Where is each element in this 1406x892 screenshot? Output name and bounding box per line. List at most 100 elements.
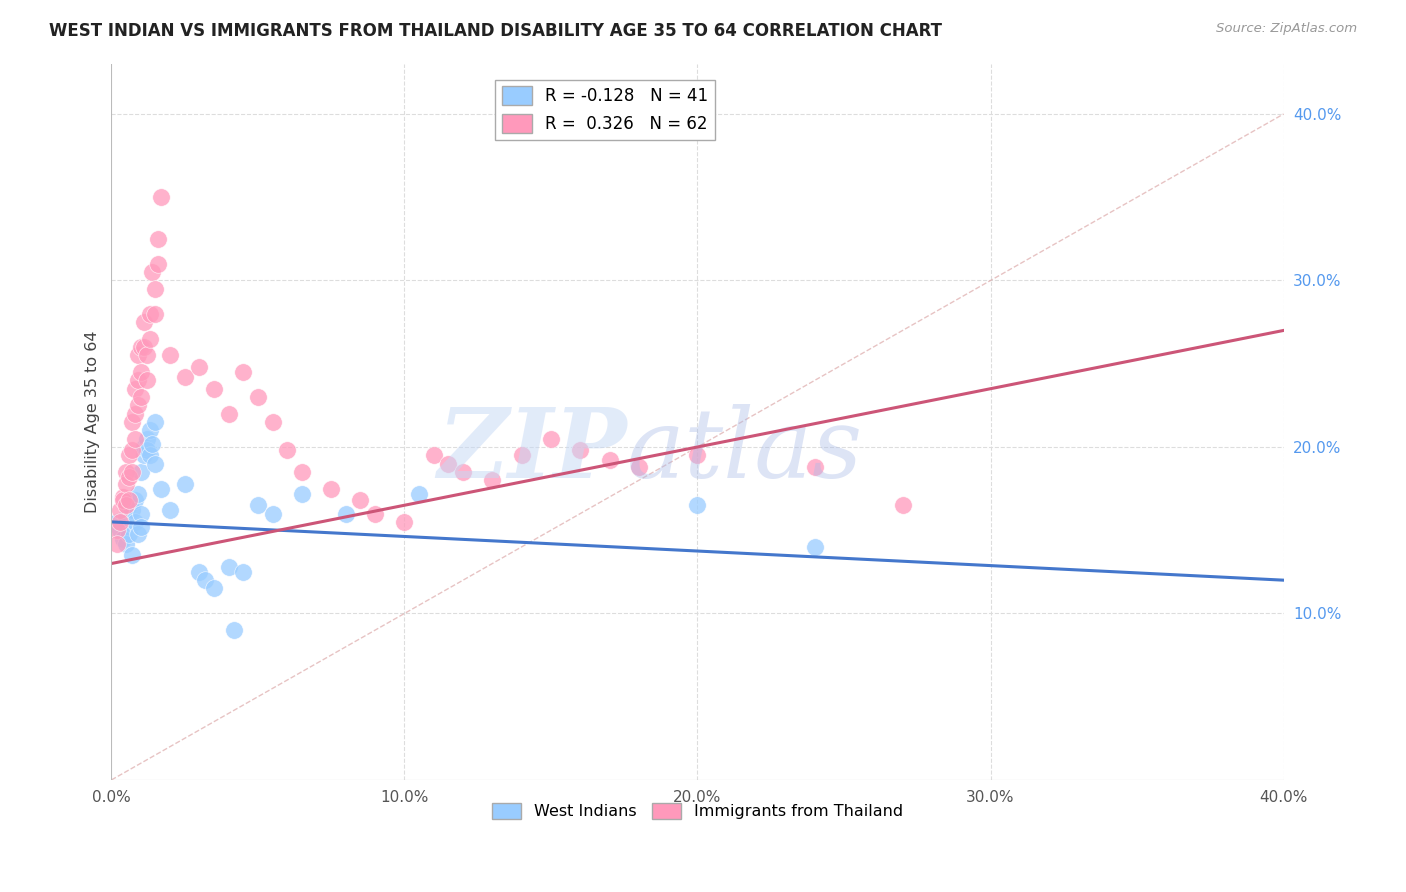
Point bbox=[127, 526, 149, 541]
Point bbox=[599, 453, 621, 467]
Point bbox=[291, 465, 314, 479]
Point bbox=[218, 407, 240, 421]
Y-axis label: Disability Age 35 to 64: Disability Age 35 to 64 bbox=[86, 331, 100, 513]
Point bbox=[105, 515, 128, 529]
Point bbox=[394, 515, 416, 529]
Point bbox=[335, 507, 357, 521]
Point bbox=[138, 332, 160, 346]
Point bbox=[141, 436, 163, 450]
Point bbox=[105, 523, 128, 537]
Point bbox=[121, 503, 143, 517]
Point bbox=[803, 459, 825, 474]
Point bbox=[188, 360, 211, 375]
Point bbox=[127, 373, 149, 387]
Point bbox=[218, 559, 240, 574]
Point bbox=[510, 448, 533, 462]
Point bbox=[138, 448, 160, 462]
Point bbox=[118, 448, 141, 462]
Point bbox=[232, 365, 254, 379]
Point bbox=[408, 486, 430, 500]
Point bbox=[686, 448, 709, 462]
Point bbox=[148, 257, 170, 271]
Point bbox=[129, 340, 152, 354]
Point bbox=[129, 365, 152, 379]
Point bbox=[569, 443, 592, 458]
Point bbox=[135, 373, 157, 387]
Point bbox=[159, 348, 181, 362]
Point bbox=[145, 415, 167, 429]
Point bbox=[121, 443, 143, 458]
Point bbox=[202, 582, 225, 596]
Point bbox=[138, 307, 160, 321]
Point bbox=[135, 432, 157, 446]
Point bbox=[112, 490, 135, 504]
Point bbox=[121, 465, 143, 479]
Point bbox=[129, 507, 152, 521]
Text: Source: ZipAtlas.com: Source: ZipAtlas.com bbox=[1216, 22, 1357, 36]
Point bbox=[118, 470, 141, 484]
Point bbox=[423, 448, 446, 462]
Point bbox=[145, 307, 167, 321]
Point bbox=[132, 448, 155, 462]
Point bbox=[173, 476, 195, 491]
Point bbox=[124, 515, 146, 529]
Point bbox=[150, 482, 173, 496]
Point bbox=[148, 232, 170, 246]
Point bbox=[132, 440, 155, 454]
Point bbox=[262, 415, 284, 429]
Point bbox=[124, 432, 146, 446]
Point bbox=[364, 507, 387, 521]
Point bbox=[135, 348, 157, 362]
Point bbox=[127, 486, 149, 500]
Point bbox=[276, 443, 298, 458]
Point bbox=[124, 493, 146, 508]
Point bbox=[121, 415, 143, 429]
Point bbox=[115, 509, 138, 524]
Point bbox=[145, 457, 167, 471]
Point bbox=[891, 498, 914, 512]
Point bbox=[138, 423, 160, 437]
Point bbox=[127, 348, 149, 362]
Point bbox=[246, 390, 269, 404]
Text: atlas: atlas bbox=[627, 404, 863, 498]
Point bbox=[118, 498, 141, 512]
Point bbox=[132, 340, 155, 354]
Point bbox=[202, 382, 225, 396]
Point bbox=[686, 498, 709, 512]
Point bbox=[129, 465, 152, 479]
Point bbox=[108, 515, 131, 529]
Point bbox=[150, 190, 173, 204]
Point bbox=[124, 407, 146, 421]
Point bbox=[141, 265, 163, 279]
Point bbox=[627, 459, 650, 474]
Point bbox=[118, 526, 141, 541]
Point bbox=[481, 473, 503, 487]
Point bbox=[262, 507, 284, 521]
Text: ZIP: ZIP bbox=[437, 404, 627, 498]
Point bbox=[173, 370, 195, 384]
Point bbox=[291, 486, 314, 500]
Point bbox=[115, 536, 138, 550]
Point bbox=[194, 573, 217, 587]
Point bbox=[124, 382, 146, 396]
Point bbox=[108, 503, 131, 517]
Point bbox=[115, 465, 138, 479]
Point bbox=[112, 493, 135, 508]
Point bbox=[321, 482, 343, 496]
Point bbox=[108, 523, 131, 537]
Point bbox=[127, 398, 149, 412]
Point bbox=[349, 493, 371, 508]
Point bbox=[115, 476, 138, 491]
Legend: West Indians, Immigrants from Thailand: West Indians, Immigrants from Thailand bbox=[485, 797, 910, 826]
Point bbox=[232, 565, 254, 579]
Point bbox=[121, 548, 143, 562]
Text: WEST INDIAN VS IMMIGRANTS FROM THAILAND DISABILITY AGE 35 TO 64 CORRELATION CHAR: WEST INDIAN VS IMMIGRANTS FROM THAILAND … bbox=[49, 22, 942, 40]
Point bbox=[246, 498, 269, 512]
Point bbox=[115, 498, 138, 512]
Point bbox=[224, 623, 246, 637]
Point bbox=[135, 443, 157, 458]
Point bbox=[803, 540, 825, 554]
Point bbox=[159, 503, 181, 517]
Point bbox=[437, 457, 460, 471]
Point bbox=[145, 282, 167, 296]
